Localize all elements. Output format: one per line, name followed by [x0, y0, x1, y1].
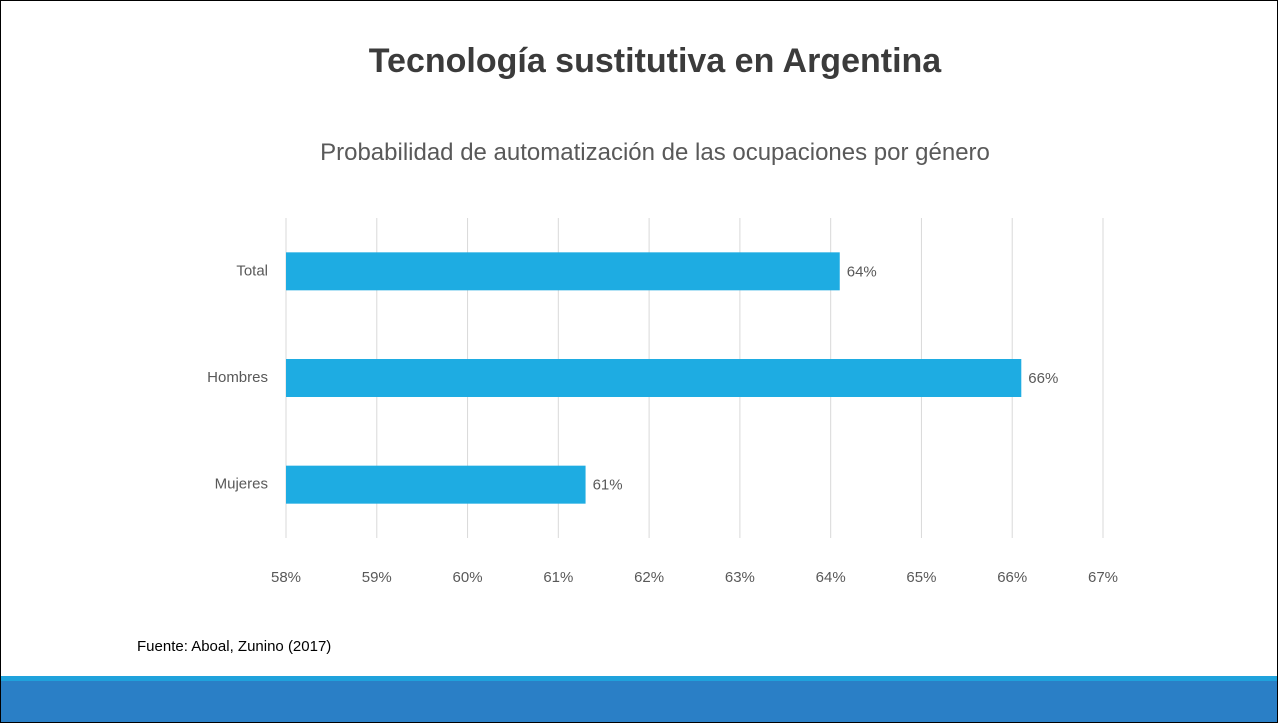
y-tick-label: Hombres: [207, 369, 268, 386]
x-tick-label: 58%: [271, 569, 301, 586]
y-tick-label: Total: [236, 262, 268, 279]
footer-band: [1, 676, 1277, 722]
chart-title: Probabilidad de automatización de las oc…: [320, 139, 990, 166]
y-tick-label: Mujeres: [215, 476, 268, 493]
data-label: 66%: [1028, 370, 1058, 387]
bar: [286, 465, 586, 504]
x-tick-label: 59%: [362, 569, 392, 586]
data-label: 64%: [847, 263, 877, 280]
x-tick-label: 65%: [906, 569, 936, 586]
x-tick-label: 63%: [725, 569, 755, 586]
bar: [286, 359, 1022, 397]
x-tick-label: 67%: [1088, 569, 1118, 586]
data-label: 61%: [593, 477, 623, 494]
source-note: Fuente: Aboal, Zunino (2017): [137, 638, 332, 655]
chart: 58% 59% 60% 61% 62% 63% 64% 65% 66% 67% Total 64% Ho…: [207, 218, 1118, 586]
x-tick-label: 64%: [816, 569, 846, 586]
bar: [286, 252, 840, 291]
x-tick-label: 60%: [453, 569, 483, 586]
x-tick-label: 61%: [543, 569, 573, 586]
x-tick-label: 62%: [634, 569, 664, 586]
slide-title: Tecnología sustitutiva en Argentina: [368, 42, 942, 80]
x-tick-label: 66%: [997, 569, 1027, 586]
